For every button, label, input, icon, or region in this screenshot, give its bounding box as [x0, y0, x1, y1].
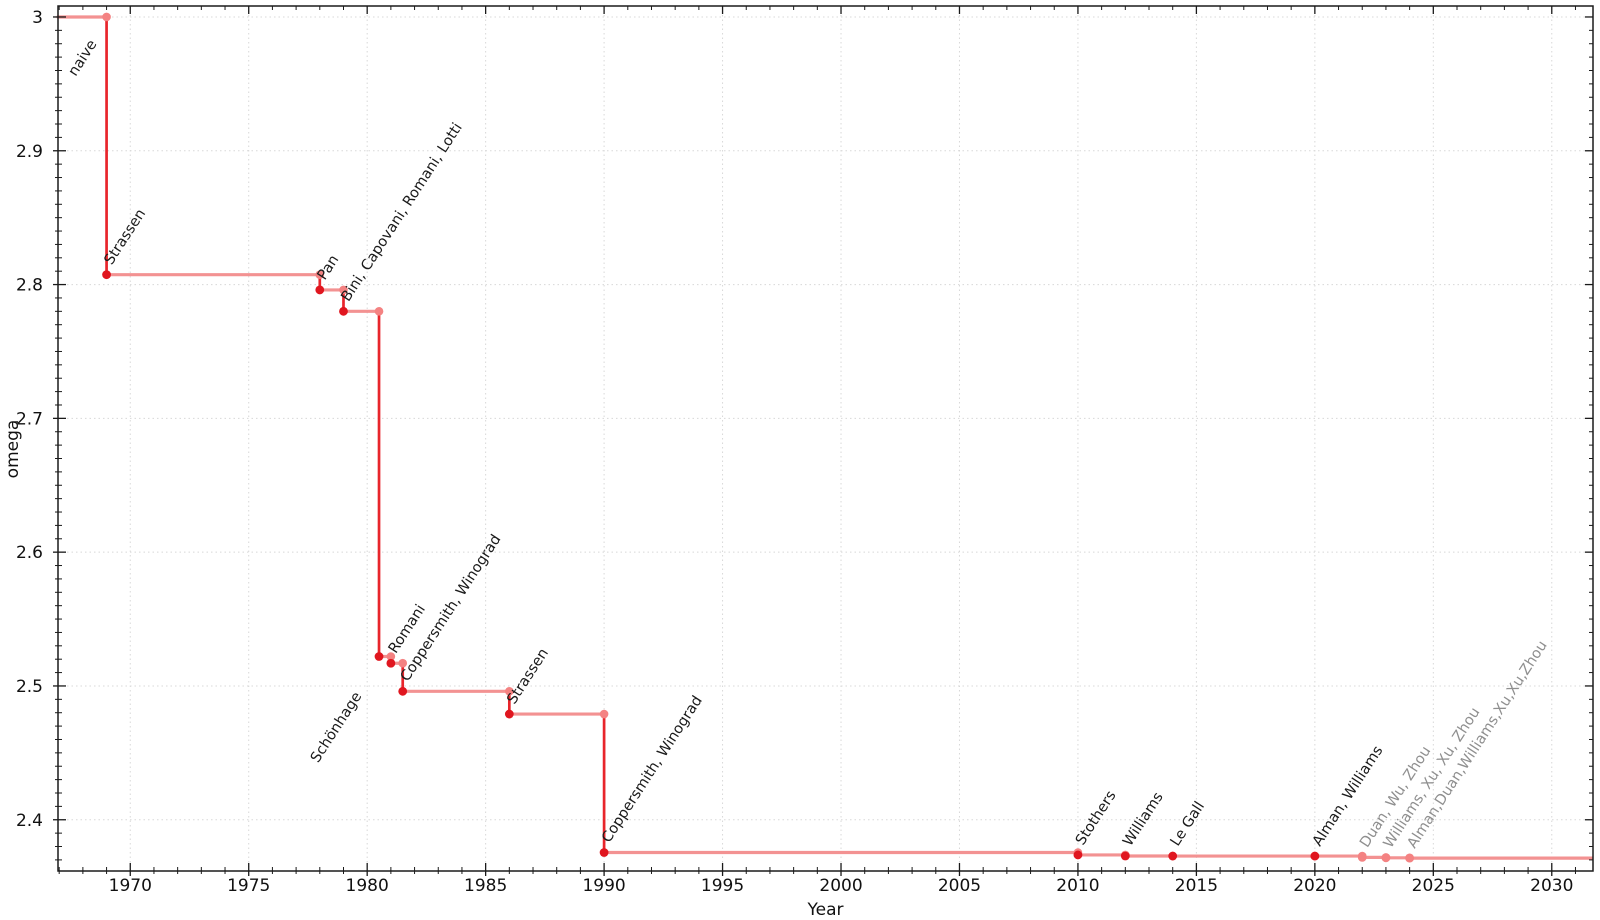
x-tick-label: 1990: [582, 876, 625, 896]
corner-marker: [599, 709, 609, 719]
annotation-label: naive: [66, 37, 101, 79]
value-marker: [1120, 851, 1130, 861]
corner-marker: [374, 307, 384, 316]
corner-marker: [339, 285, 348, 295]
annotation-label: Strassen: [102, 206, 150, 268]
corner-marker: [315, 270, 325, 279]
x-tick-label: 2000: [819, 876, 862, 896]
value-marker: [1073, 850, 1083, 860]
value-marker: [398, 686, 408, 696]
value-marker: [102, 270, 111, 280]
value-marker: [599, 848, 609, 857]
corner-marker: [386, 652, 396, 661]
axis-layer: 1970 1975 1980 1985 1990 1995 2000 2005 2010 2015…: [16, 5, 1594, 896]
x-axis-title: Year: [807, 900, 844, 920]
value-marker: [1168, 851, 1178, 861]
value-marker: [1310, 851, 1320, 861]
x-tick-label: 1985: [464, 876, 507, 896]
y-tick-label: 2.7: [16, 409, 43, 429]
annotation-label: Williams: [1120, 790, 1166, 850]
series-layer: [56, 12, 1593, 863]
grid-layer: [58, 6, 1593, 871]
annotation-label: Coppersmith, Winograd: [599, 693, 706, 846]
plot-frame: [57, 5, 1594, 872]
y-tick-label: 2.6: [16, 543, 43, 563]
value-marker: [315, 285, 325, 295]
annotation-label: Strassen: [504, 646, 552, 708]
x-tick-label: 1970: [109, 876, 152, 896]
y-axis-title: omega: [3, 420, 23, 479]
y-tick-label: 2.8: [16, 276, 43, 296]
x-tick-label: 2020: [1293, 876, 1336, 896]
corner-marker: [505, 687, 514, 696]
value-marker: [339, 306, 348, 316]
y-tick-label: 2.9: [16, 142, 43, 162]
y-tick-label: 3: [32, 8, 43, 28]
value-marker: [1357, 852, 1367, 862]
corner-marker: [102, 12, 111, 22]
corner-marker: [398, 658, 408, 668]
x-tick-label: 1975: [227, 876, 270, 896]
x-tick-label: 1980: [346, 876, 389, 896]
x-tick-label: 2010: [1056, 876, 1099, 896]
value-marker: [386, 658, 396, 668]
value-marker: [374, 652, 384, 661]
value-marker: [504, 709, 514, 719]
value-marker: [1381, 853, 1391, 863]
annotation-label: Schönhage: [308, 689, 365, 765]
annotation-label: Alman,Duan,Williams,Xu,Xu,Zhou: [1405, 638, 1551, 851]
annotation-label: Le Gall: [1168, 799, 1208, 849]
y-tick-label: 2.4: [16, 811, 43, 831]
annotation-label: Bini, Capovani, Romani, Lotti: [338, 120, 465, 304]
x-tick-label: 1995: [701, 876, 744, 896]
x-tick-label: 2025: [1412, 876, 1455, 896]
x-tick-label: 2005: [938, 876, 981, 896]
value-marker: [1405, 853, 1415, 863]
y-tick-label: 2.5: [16, 677, 43, 697]
x-tick-label: 2030: [1530, 876, 1573, 896]
x-tick-label: 2015: [1175, 876, 1218, 896]
annotation-label: Stothers: [1073, 788, 1120, 848]
